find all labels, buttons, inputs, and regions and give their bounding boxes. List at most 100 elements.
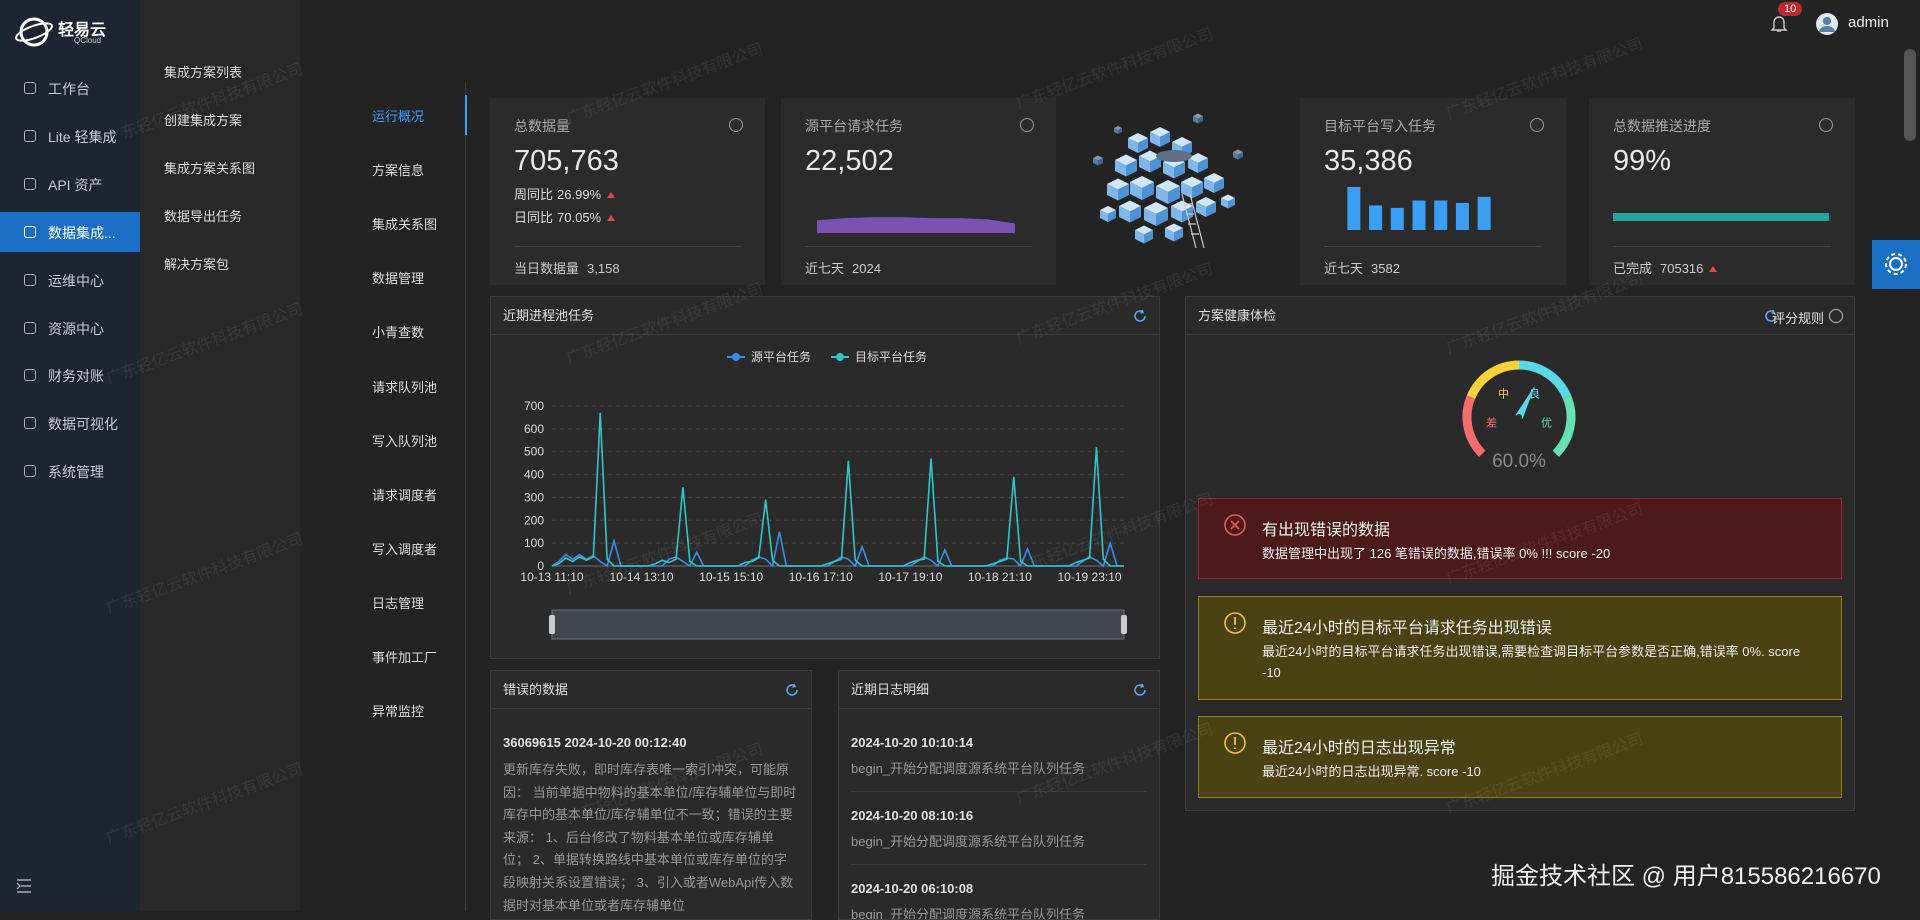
zoom-handle [549, 615, 555, 634]
area-spark [817, 217, 1015, 233]
sub-nav-item[interactable]: 集成方案关系图 [164, 161, 256, 176]
alert-text: 数据管理中出现了 126 笔错误的数据,错误率 0% !!! score -20 [1262, 546, 1611, 561]
tab[interactable]: 数据管理 [372, 271, 425, 287]
nav-item[interactable]: 运维中心 [0, 260, 140, 300]
scrollbar[interactable] [1904, 49, 1916, 141]
info-icon [729, 118, 743, 132]
trend-up [607, 192, 616, 198]
y-tick-label: 400 [524, 468, 544, 482]
log-text: begin_开始分配调度源系统平台队列任务 [851, 907, 1086, 920]
collapse-icon[interactable] [16, 878, 32, 894]
sub-nav-item[interactable]: 数据导出任务 [164, 209, 243, 224]
nav-label: 运维中心 [48, 272, 104, 289]
x-tick-label: 10-19 23:10 [1058, 570, 1122, 584]
y-tick-label: 300 [524, 490, 544, 504]
trend-up [1709, 266, 1718, 272]
stat-row-value: 26.99% [557, 187, 602, 202]
gauge-band [1552, 395, 1576, 457]
stat-title: 目标平台写入任务 [1324, 118, 1436, 134]
cube-right [1228, 198, 1235, 209]
nav-item[interactable]: 数据集成... [0, 211, 140, 252]
stat-row-label: 周同比 [514, 187, 554, 202]
info-icon [1819, 118, 1833, 132]
settings-button[interactable] [1872, 240, 1920, 289]
tab[interactable]: 写入调度者 [372, 541, 438, 557]
cube-right [1098, 158, 1103, 166]
log-time: 2024-10-20 06:10:08 [851, 881, 974, 896]
help-icon [1829, 309, 1843, 323]
log-text: begin_开始分配调度源系统平台队列任务 [851, 834, 1086, 849]
tab[interactable]: 日志管理 [372, 595, 425, 611]
stat-value: 705,763 [514, 145, 619, 177]
refresh-icon[interactable] [1764, 309, 1778, 323]
sub-nav-item[interactable]: 集成方案列表 [164, 65, 243, 80]
refresh-icon[interactable] [785, 683, 799, 697]
log-time: 2024-10-20 10:10:14 [851, 735, 974, 750]
cube-left [1128, 138, 1138, 153]
tab[interactable]: 运行概况 [372, 109, 425, 124]
tab[interactable]: 小青查数 [372, 325, 425, 341]
cube-left [1150, 132, 1160, 147]
footer-value: 3,158 [587, 261, 620, 276]
badge: 10 [1778, 2, 1803, 16]
nav-item[interactable]: 工作台 [0, 68, 140, 108]
alert-title: 最近24小时的日志出现异常 [1262, 740, 1456, 757]
user-name[interactable]: admin [1848, 14, 1889, 31]
sub-nav-item[interactable]: 解决方案包 [164, 257, 230, 272]
tab[interactable]: 事件加工厂 [372, 650, 438, 665]
errors-panel: 错误的数据 36069615 2024-10-20 00:12:40 更新库存失败，… [490, 670, 812, 920]
x-tick-label: 10-18 21:10 [968, 570, 1032, 584]
tab[interactable]: 异常监控 [372, 704, 425, 720]
tab[interactable]: 请求队列池 [372, 379, 438, 395]
cube-left [1107, 184, 1118, 201]
x-tick-label: 10-16 17:10 [789, 570, 853, 584]
cube-left [1139, 156, 1150, 173]
alert-text: 最近24小时的日志出现异常. score -10 [1262, 764, 1481, 779]
alert-icon-ring [1224, 732, 1246, 754]
series-line [551, 412, 1124, 567]
panel-title: 近期进程池任务 [491, 297, 1159, 335]
cube-left [1188, 158, 1198, 173]
cube-right [1118, 184, 1129, 201]
cube-right [1144, 230, 1153, 244]
refresh-icon[interactable] [1133, 309, 1147, 323]
cube-left [1115, 160, 1126, 177]
zoom-slider [551, 609, 1125, 640]
alert-icon-glyph [1230, 520, 1240, 530]
tab[interactable]: 方案信息 [372, 163, 425, 179]
nav-item[interactable]: 财务对账 [0, 355, 140, 395]
stat-row: 周同比 26.99% [514, 184, 616, 203]
cube-left [1181, 182, 1192, 199]
line-chart: 0 100 200 300 400 500 600 700 10-13 11:10 10-14 1… [520, 349, 1127, 640]
nav-item[interactable]: 系统管理 [0, 451, 140, 491]
legend-marker [732, 353, 740, 361]
rule-link[interactable]: 评分规则 [1771, 311, 1824, 326]
nav-item[interactable]: 资源中心 [0, 308, 140, 348]
cube-left [1171, 206, 1182, 223]
alert-icon-ring [1224, 612, 1246, 634]
nav-item[interactable]: Lite 轻集成 [0, 116, 140, 156]
alert-text: 最近24小时的目标平台请求任务出现错误,需要检查调目标平台参数是否正确,错误率 … [1262, 644, 1801, 680]
cube-left [1135, 230, 1144, 244]
sub-nav-item[interactable]: 创建集成方案 [164, 113, 243, 128]
cube-left [1093, 158, 1098, 166]
divider [805, 246, 1032, 247]
bell-icon[interactable] [1770, 14, 1788, 34]
panel-title: 方案健康体检 [1186, 297, 1854, 335]
footer-label: 已完成 [1613, 261, 1653, 276]
avatar[interactable] [1815, 12, 1839, 36]
refresh-icon[interactable] [1133, 683, 1147, 697]
cube-left [1204, 178, 1214, 193]
tab[interactable]: 集成关系图 [372, 217, 438, 233]
divider [1613, 246, 1831, 247]
bar [1434, 200, 1448, 230]
tab[interactable]: 写入队列池 [372, 433, 438, 449]
nav-item[interactable]: API 资产 [0, 164, 140, 204]
nav-label: 数据可视化 [48, 416, 118, 433]
tab[interactable]: 请求调度者 [372, 487, 438, 503]
bar [1347, 187, 1361, 230]
bar [1390, 207, 1404, 230]
nav-item[interactable]: 数据可视化 [0, 403, 140, 443]
alert-icon [1224, 514, 1246, 536]
